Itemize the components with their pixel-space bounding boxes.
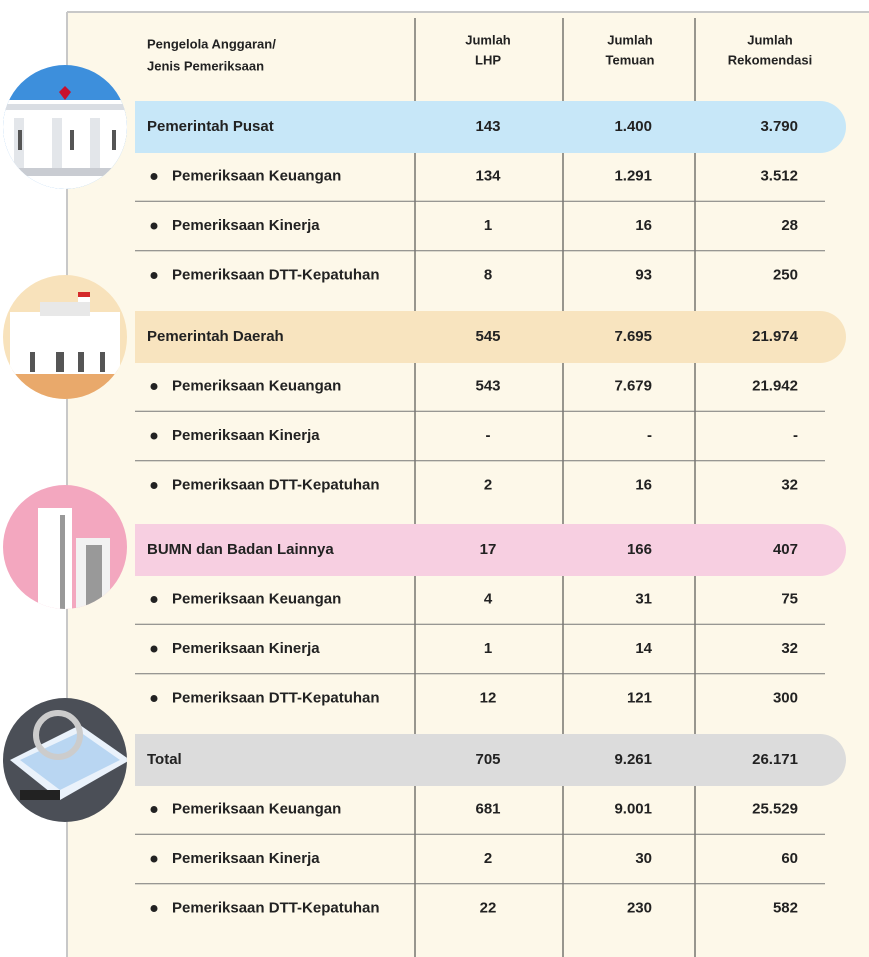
row-value: 21.942 (752, 377, 798, 394)
row-value: 28 (781, 217, 798, 234)
row-value: 32 (781, 640, 798, 657)
group-value: 21.974 (752, 328, 799, 345)
group-value: 166 (627, 541, 652, 558)
row-value: 2 (484, 476, 492, 493)
row-name: Pemeriksaan DTT-Kepatuhan (172, 266, 380, 283)
row-value: 3.512 (760, 167, 798, 184)
row-value: 1 (484, 217, 492, 234)
group-value: 26.171 (752, 751, 798, 768)
row-value: 582 (773, 899, 798, 916)
panel (67, 12, 869, 957)
row-value: 7.679 (614, 377, 652, 394)
row-value: 121 (627, 689, 652, 706)
group-value: 9.261 (614, 751, 652, 768)
row-value: 300 (773, 689, 798, 706)
column-dividers (414, 18, 696, 957)
bullet (150, 383, 158, 390)
row-value: 8 (484, 266, 492, 283)
group-value: 7.695 (614, 328, 652, 345)
row-value: 4 (484, 590, 493, 607)
row-value: 75 (781, 590, 798, 607)
row-value: 250 (773, 266, 798, 283)
bullet (150, 645, 158, 653)
rows: Pemerintah Pusat 143 1.400 3.790 Pemeriksaan… (135, 101, 846, 916)
group-value: 705 (475, 751, 500, 768)
row-value: 32 (781, 476, 798, 493)
group-band (135, 734, 846, 786)
bullet (150, 855, 158, 863)
group-name: BUMN dan Badan Lainnya (147, 541, 334, 558)
column-header: Pengelola Anggaran/ (147, 36, 276, 51)
row-value: 31 (635, 590, 652, 607)
group-value: 1.400 (614, 118, 652, 135)
bullet (150, 482, 158, 489)
row-name: Pemeriksaan Keuangan (172, 167, 341, 184)
row-value: 14 (635, 640, 652, 657)
group-band (135, 524, 846, 576)
group-band (135, 311, 846, 363)
row-value: 2 (484, 850, 492, 867)
row-value: 25.529 (752, 800, 798, 817)
bullet (150, 596, 158, 603)
group-value: 407 (773, 541, 798, 558)
row-name: Pemeriksaan Keuangan (172, 800, 341, 817)
icon-bumn (3, 485, 127, 609)
column-header: Temuan (606, 52, 655, 67)
row-name: Pemeriksaan DTT-Kepatuhan (172, 476, 380, 493)
bullet (150, 272, 158, 279)
column-header: Jumlah (607, 32, 653, 47)
row-name: Pemeriksaan Kinerja (172, 217, 320, 234)
group-name: Total (147, 751, 182, 768)
row-name: Pemeriksaan Keuangan (172, 590, 341, 607)
group-name: Pemerintah Pusat (147, 118, 274, 135)
row-value: 12 (480, 689, 497, 706)
bullet (150, 222, 158, 230)
row-name: Pemeriksaan Kinerja (172, 427, 320, 444)
row-value: 60 (781, 850, 798, 867)
row-name: Pemeriksaan DTT-Kepatuhan (172, 689, 380, 706)
column-header: Jenis Pemeriksaan (147, 58, 264, 73)
column-header: Rekomendasi (728, 52, 813, 67)
column-header: LHP (475, 52, 501, 67)
bullet (150, 806, 158, 813)
column-header: Jumlah (747, 32, 793, 47)
row-name: Pemeriksaan Keuangan (172, 377, 341, 394)
row-value: 1.291 (614, 167, 652, 184)
row-value: 9.001 (614, 800, 652, 817)
group-value: 3.790 (760, 118, 798, 135)
icon-total (3, 698, 127, 822)
bullet (150, 432, 158, 440)
row-value: - (793, 427, 798, 444)
bullet (150, 695, 158, 702)
row-value: - (486, 427, 491, 444)
row-value: 1 (484, 640, 492, 657)
row-value: 134 (475, 167, 501, 184)
bullet (150, 905, 158, 912)
group-value: 17 (480, 541, 497, 558)
group-value: 143 (475, 118, 500, 135)
row-value: - (647, 427, 652, 444)
row-value: 230 (627, 899, 652, 916)
row-value: 681 (475, 800, 500, 817)
row-value: 93 (635, 266, 652, 283)
group-name: Pemerintah Daerah (147, 328, 284, 345)
row-value: 30 (635, 850, 652, 867)
row-name: Pemeriksaan Kinerja (172, 640, 320, 657)
row-value: 543 (475, 377, 500, 394)
column-header: Jumlah (465, 32, 511, 47)
row-value: 22 (480, 899, 497, 916)
row-value: 16 (635, 217, 652, 234)
group-band (135, 101, 846, 153)
row-name: Pemeriksaan DTT-Kepatuhan (172, 899, 380, 916)
group-value: 545 (475, 328, 500, 345)
row-name: Pemeriksaan Kinerja (172, 850, 320, 867)
bullet (150, 173, 158, 180)
table-header: Pengelola Anggaran/Jenis Pemeriksaan Juml… (147, 32, 812, 73)
row-value: 16 (635, 476, 652, 493)
